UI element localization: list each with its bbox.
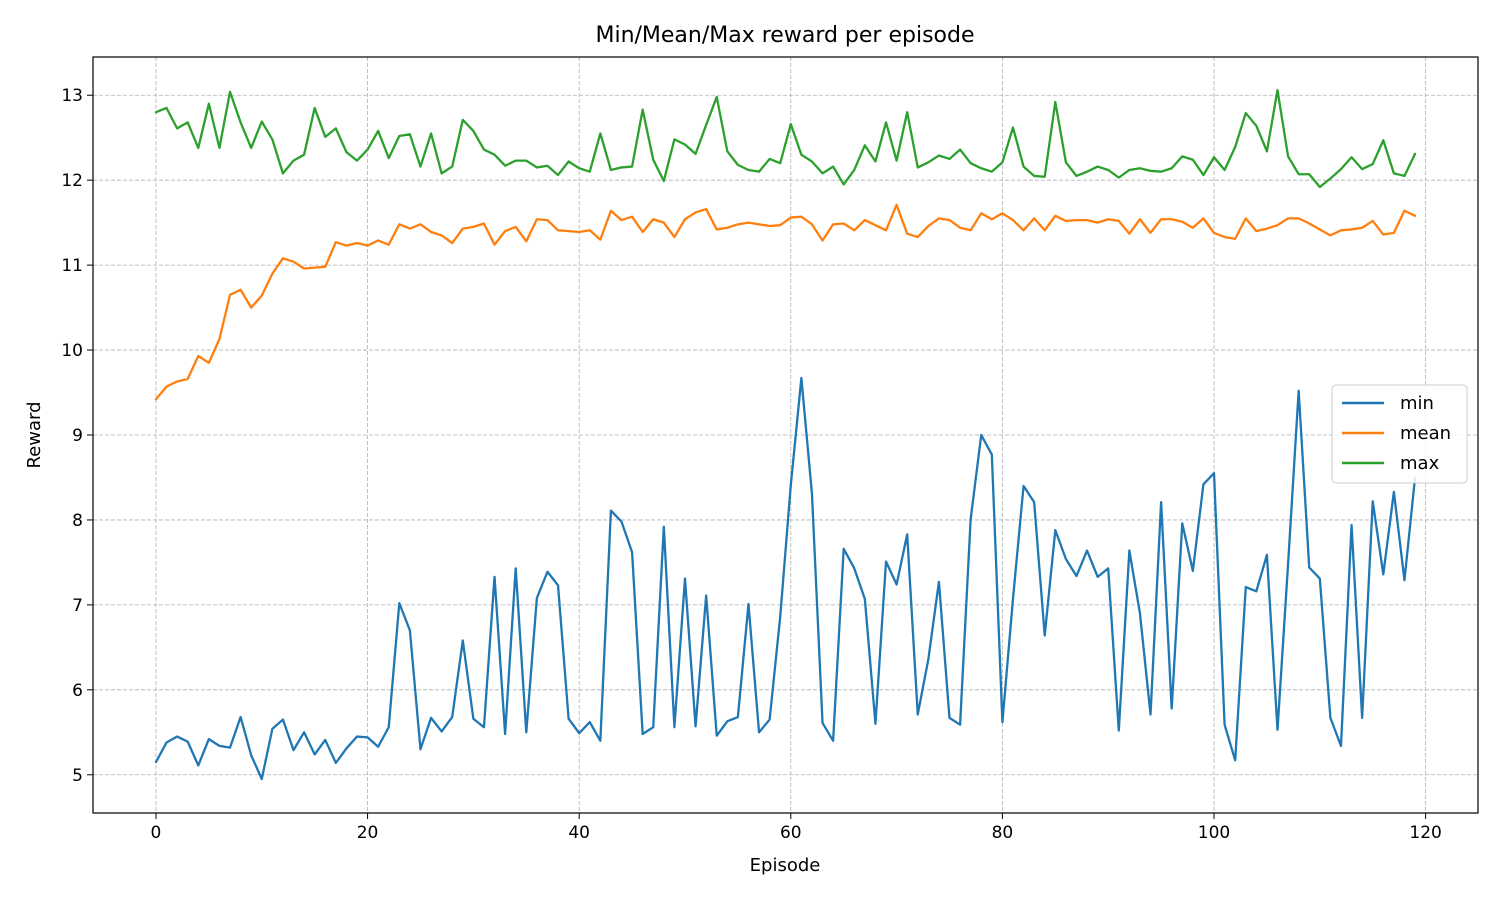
y-tick-label: 8 <box>72 511 83 531</box>
axis-ticks: 0 20 40 60 80 100 120 5 6 7 8 9 10 11 12 13 <box>61 86 1441 843</box>
x-tick-label: 0 <box>151 823 162 843</box>
legend: min mean max <box>1331 384 1468 484</box>
x-tick-label: 120 <box>1409 823 1441 843</box>
legend-label-max: max <box>1400 453 1440 474</box>
series-line-max <box>154 88 1417 189</box>
legend-label-min: min <box>1400 393 1434 414</box>
series-line-min <box>154 376 1417 781</box>
x-tick-label: 100 <box>1198 823 1230 843</box>
x-tick-label: 20 <box>357 823 379 843</box>
x-axis-label: Episode <box>750 855 821 876</box>
y-tick-label: 13 <box>61 86 83 106</box>
chart-title: Min/Mean/Max reward per episode <box>595 23 974 48</box>
legend-label-mean: mean <box>1400 423 1451 444</box>
y-tick-label: 10 <box>61 341 83 361</box>
x-tick-label: 80 <box>992 823 1014 843</box>
grid <box>93 57 1478 813</box>
legend-box <box>1331 384 1468 484</box>
y-tick-label: 12 <box>61 171 83 191</box>
y-axis-label: Reward <box>24 401 45 468</box>
x-tick-label: 40 <box>568 823 590 843</box>
y-tick-label: 7 <box>72 596 83 616</box>
x-tick-label: 60 <box>780 823 802 843</box>
series-line-mean <box>154 203 1417 401</box>
y-tick-label: 6 <box>72 681 83 701</box>
y-tick-label: 11 <box>61 256 83 276</box>
y-tick-label: 5 <box>72 766 83 786</box>
series-lines <box>154 88 1417 781</box>
y-tick-label: 9 <box>72 426 83 446</box>
